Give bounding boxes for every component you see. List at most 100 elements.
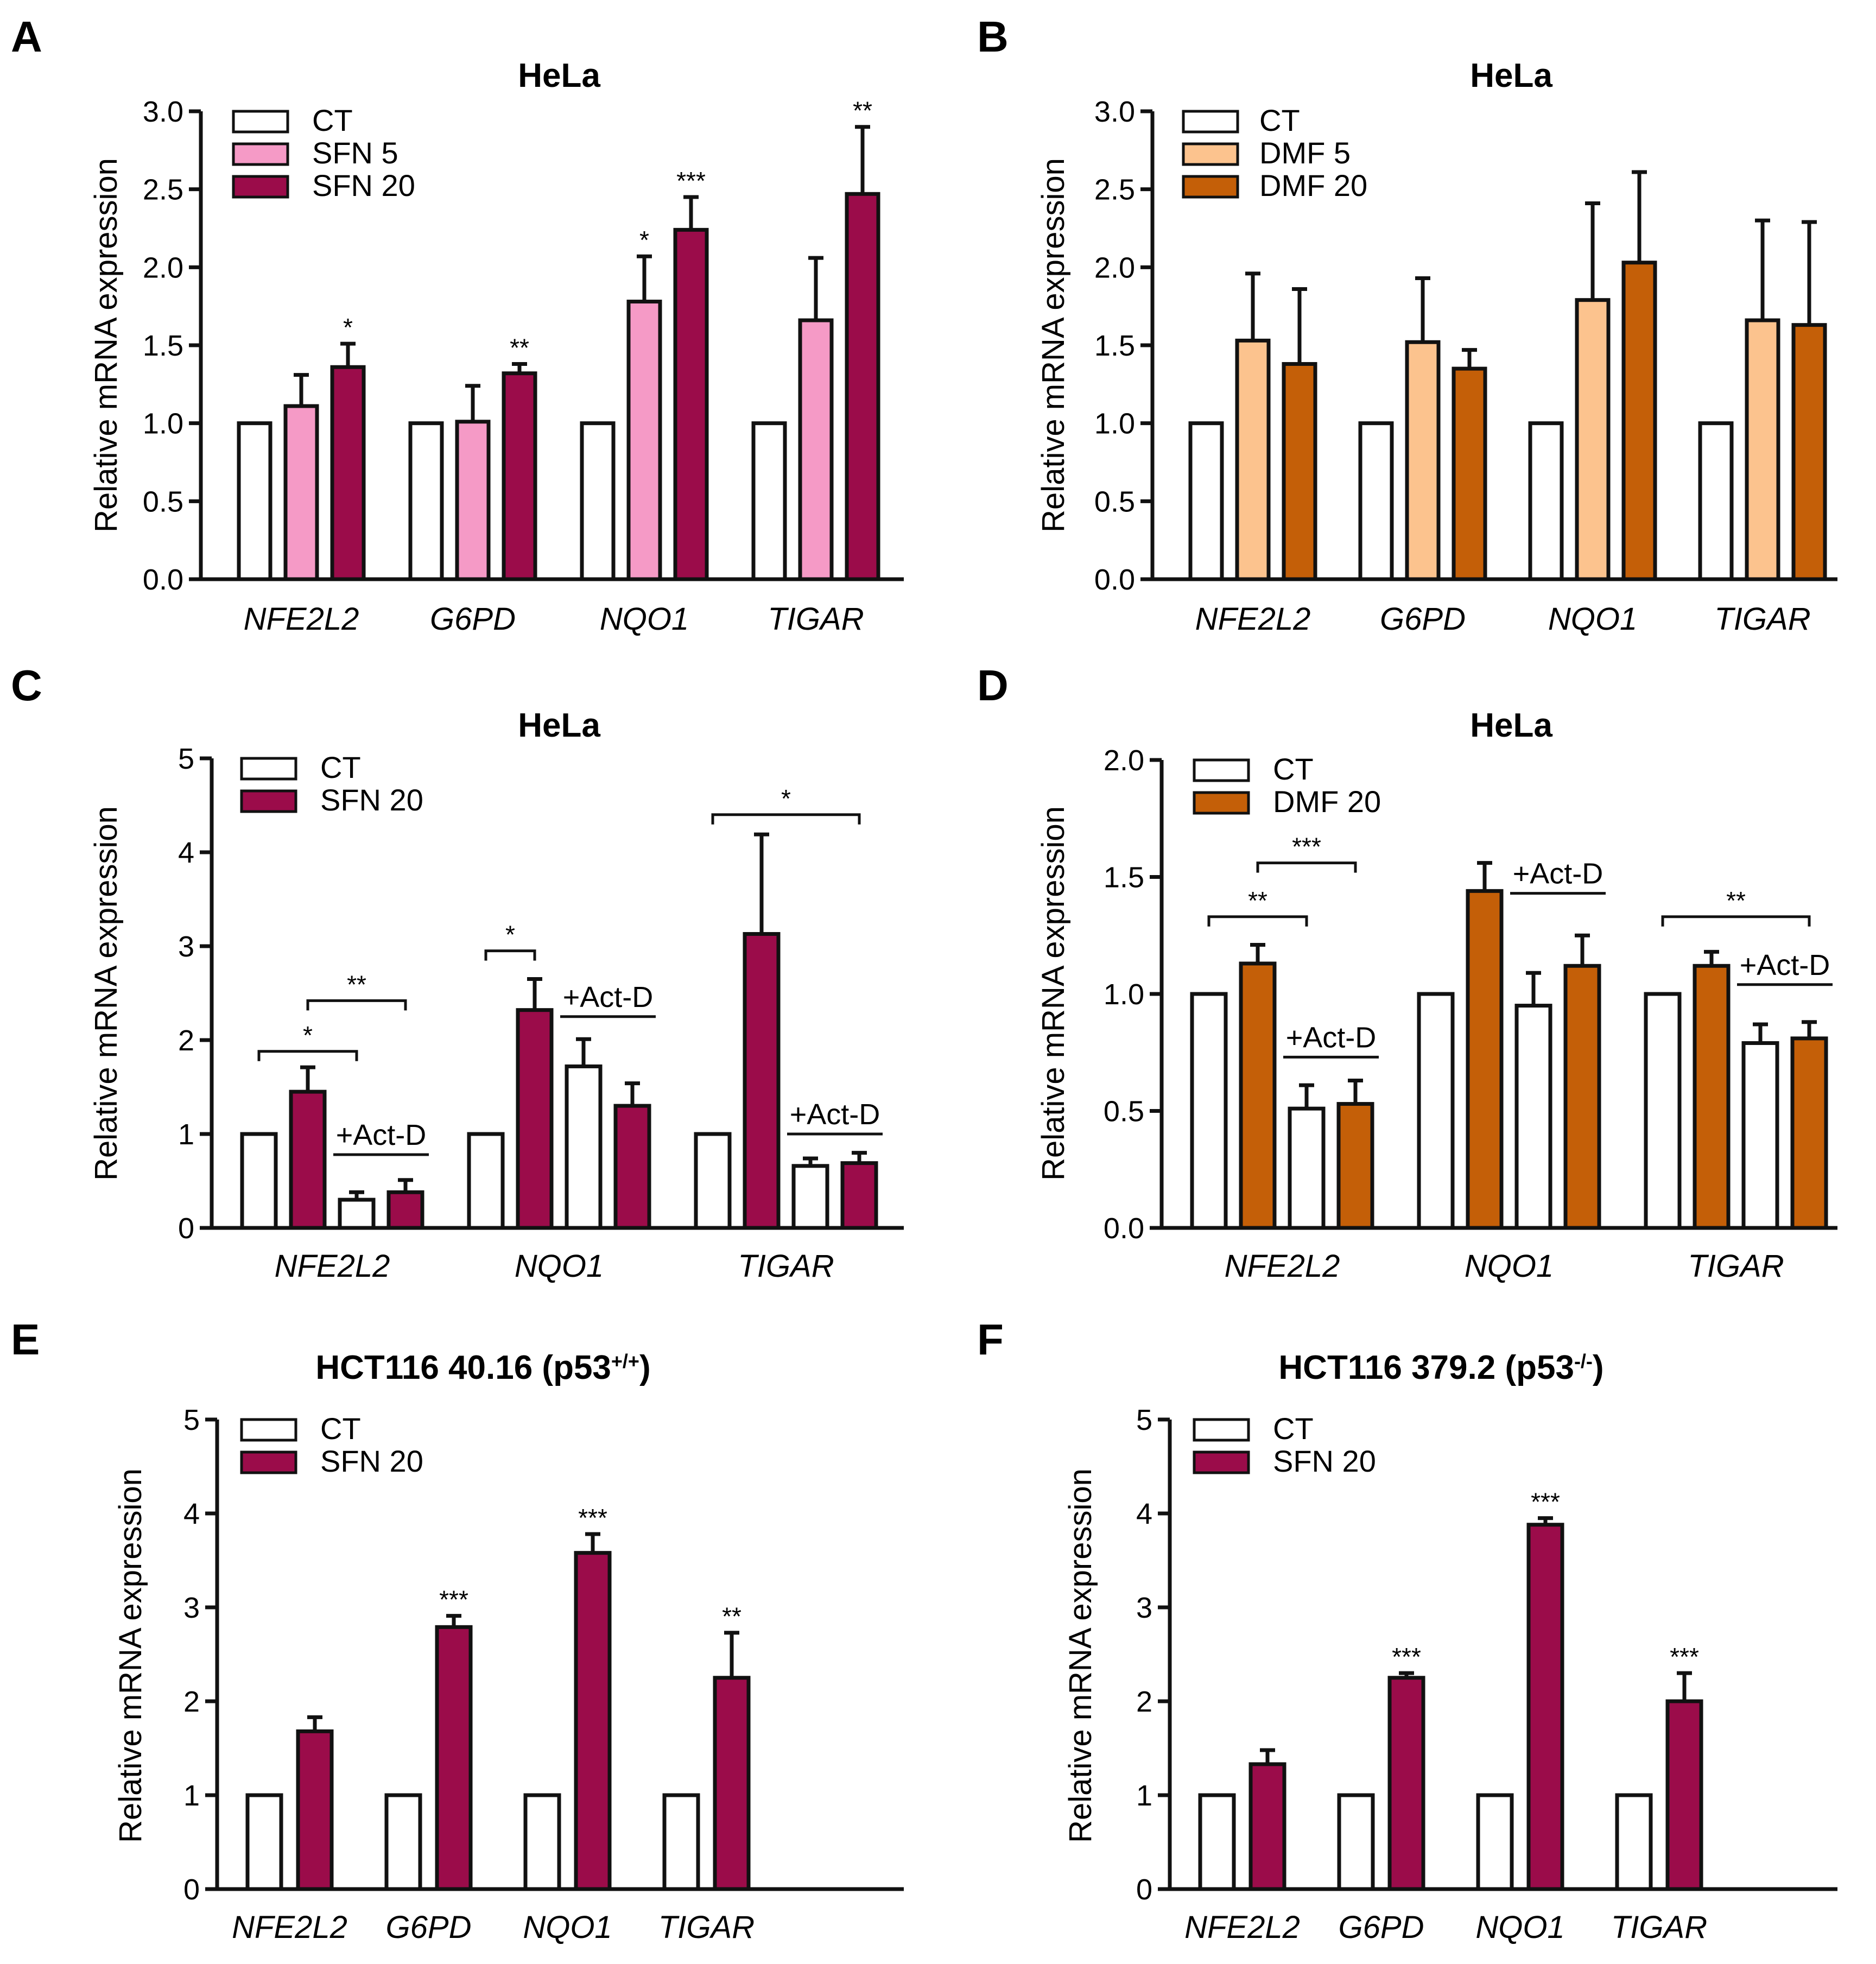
x-category-label: TIGAR bbox=[658, 1910, 755, 1945]
y-tick-label: 0 bbox=[183, 1873, 200, 1906]
bar bbox=[791, 1164, 829, 1230]
y-axis-label: Relative mRNA expression bbox=[1063, 1468, 1098, 1843]
y-tick-label: 0.0 bbox=[1094, 563, 1135, 596]
y-axis-label: Relative mRNA expression bbox=[88, 158, 124, 533]
significance-label: *** bbox=[1531, 1488, 1560, 1516]
significance-label: *** bbox=[1392, 1643, 1421, 1671]
significance-bracket bbox=[1256, 861, 1357, 873]
y-tick-label: 2 bbox=[1136, 1686, 1152, 1718]
act-d-label: +Act-D bbox=[790, 1098, 880, 1131]
y-tick-label: 1.0 bbox=[1094, 408, 1135, 440]
panel-a: A HeLa Relative mRNA expression 0.0 0.5 1.0 1.… bbox=[11, 12, 904, 637]
legend-swatch bbox=[1193, 1418, 1250, 1442]
bar bbox=[289, 1089, 327, 1230]
bar bbox=[386, 1190, 424, 1230]
bar bbox=[1337, 1793, 1375, 1891]
legend-swatch bbox=[240, 1418, 297, 1442]
bar bbox=[283, 404, 319, 581]
y-axis-label: Relative mRNA expression bbox=[88, 806, 124, 1181]
significance-bracket bbox=[484, 949, 536, 961]
act-d-label: +Act-D bbox=[563, 981, 654, 1013]
significance-label: *** bbox=[1670, 1643, 1699, 1671]
bar bbox=[245, 1793, 283, 1891]
bar bbox=[1198, 1793, 1236, 1891]
bar bbox=[384, 1793, 422, 1891]
y-axis-label: Relative mRNA expression bbox=[1036, 158, 1071, 533]
panel-b: B HeLa Relative mRNA expression 0.0 0.5 1.0 1.… bbox=[977, 12, 1837, 637]
significance-label: * bbox=[303, 1021, 313, 1049]
bar bbox=[1188, 421, 1224, 581]
legend-swatch bbox=[1193, 758, 1250, 782]
legend-label: CT bbox=[320, 1411, 361, 1446]
significance-label: *** bbox=[439, 1586, 468, 1614]
y-tick-label: 4 bbox=[183, 1498, 200, 1530]
y-axis-label: Relative mRNA expression bbox=[1036, 806, 1071, 1181]
bar bbox=[1466, 889, 1504, 1230]
panel-f: F HCT116 379.2 (p53-/-) Relative mRNA expr… bbox=[977, 1315, 1837, 1945]
bar bbox=[1282, 362, 1317, 581]
bar bbox=[798, 318, 834, 581]
x-category-label: NFE2L2 bbox=[244, 601, 359, 637]
significance-bracket bbox=[711, 813, 861, 825]
significance-label: *** bbox=[676, 167, 706, 195]
significance-label: ** bbox=[722, 1602, 741, 1631]
act-d-label: +Act-D bbox=[1286, 1021, 1377, 1054]
y-tick-label: 1.0 bbox=[143, 408, 183, 440]
x-category-label: NQO1 bbox=[1475, 1910, 1564, 1945]
bar bbox=[408, 421, 444, 581]
legend-label: CT bbox=[1273, 752, 1314, 786]
chart-title: HeLa bbox=[518, 707, 600, 744]
bar bbox=[1514, 1004, 1552, 1230]
x-category-label: NFE2L2 bbox=[232, 1910, 347, 1945]
x-category-label: NQO1 bbox=[1548, 601, 1637, 637]
y-tick-label: 0.5 bbox=[1104, 1095, 1144, 1128]
panel-letter: C bbox=[11, 661, 42, 709]
significance-label: * bbox=[781, 784, 791, 813]
chart-title-main: HeLa bbox=[518, 707, 600, 744]
legend-swatch bbox=[232, 110, 289, 134]
bar bbox=[1621, 261, 1657, 581]
act-d-label: +Act-D bbox=[1513, 858, 1604, 890]
x-category-label: NFE2L2 bbox=[1195, 601, 1311, 637]
y-tick-label: 0.0 bbox=[1104, 1212, 1144, 1245]
chart-title-end: ) bbox=[1593, 1349, 1604, 1386]
y-tick-label: 4 bbox=[1136, 1498, 1152, 1530]
panel-letter: F bbox=[977, 1315, 1004, 1364]
x-category-label: NFE2L2 bbox=[275, 1249, 390, 1284]
bar bbox=[516, 1008, 554, 1230]
significance-label: * bbox=[639, 226, 649, 254]
chart-title-superscript: +/+ bbox=[611, 1350, 639, 1372]
bar bbox=[237, 421, 272, 581]
bar bbox=[1288, 1106, 1326, 1230]
bar bbox=[330, 365, 366, 581]
bar bbox=[565, 1064, 603, 1230]
bar bbox=[626, 300, 662, 581]
legend-label: SFN 5 bbox=[312, 136, 398, 170]
panel-letter: E bbox=[11, 1315, 40, 1364]
panel-letter: B bbox=[977, 12, 1009, 61]
legend-label: DMF 20 bbox=[1259, 168, 1367, 202]
significance-label: ** bbox=[347, 970, 366, 998]
bar bbox=[1791, 323, 1827, 581]
chart-title: HeLa bbox=[1470, 707, 1552, 744]
y-tick-label: 2.0 bbox=[1104, 744, 1144, 777]
y-tick-label: 1 bbox=[178, 1118, 194, 1151]
bar bbox=[1745, 318, 1780, 581]
y-tick-label: 5 bbox=[1136, 1404, 1152, 1436]
bar bbox=[1693, 964, 1731, 1230]
bar bbox=[1563, 964, 1601, 1230]
x-category-label: TIGAR bbox=[1714, 601, 1810, 637]
bar bbox=[523, 1793, 561, 1891]
significance-label: ** bbox=[853, 97, 872, 125]
significance-bracket bbox=[306, 999, 407, 1011]
legend-swatch bbox=[232, 175, 289, 199]
y-tick-label: 2.0 bbox=[1094, 251, 1135, 284]
x-category-label: TIGAR bbox=[1688, 1249, 1784, 1284]
y-tick-label: 2.5 bbox=[1094, 174, 1135, 206]
bar bbox=[1575, 298, 1611, 581]
x-category-label: TIGAR bbox=[768, 601, 864, 637]
significance-label: ** bbox=[1248, 886, 1267, 915]
legend-label: SFN 20 bbox=[312, 168, 415, 202]
bar bbox=[455, 420, 491, 581]
